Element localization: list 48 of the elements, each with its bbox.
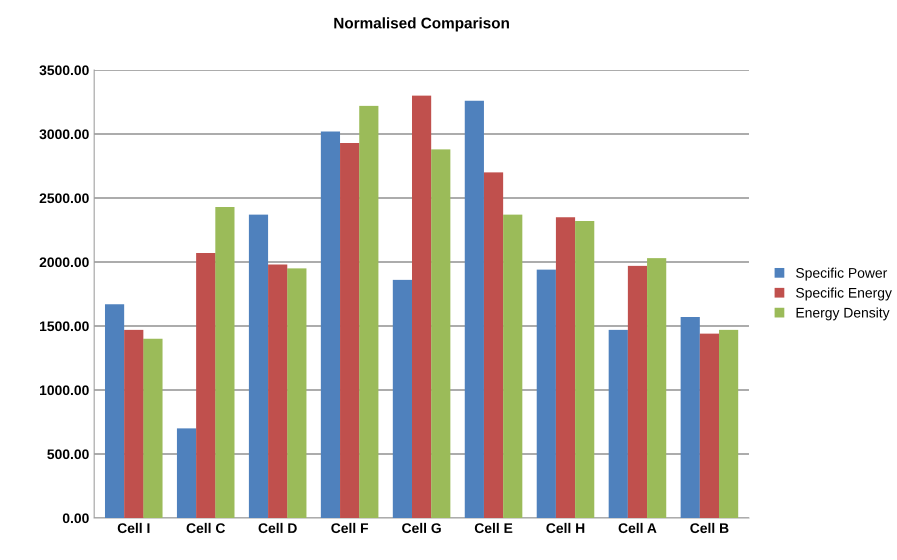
bar: [503, 214, 522, 518]
bar: [124, 330, 144, 518]
bar: [647, 258, 666, 518]
bar: [359, 106, 378, 518]
y-tick-label: 1000.00: [40, 385, 89, 396]
bar: [412, 96, 432, 518]
bar: [176, 428, 196, 518]
bar: [215, 206, 234, 518]
bar: [340, 142, 360, 518]
x-tick-label: Cell I: [118, 522, 150, 534]
bar: [320, 131, 340, 518]
bar: [104, 304, 124, 518]
x-tick-label: Cell G: [402, 522, 441, 534]
bar: [700, 334, 720, 518]
legend-label: Energy Density: [796, 307, 890, 320]
bar: [431, 149, 450, 518]
bar: [556, 217, 576, 518]
x-tick-label: Cell F: [331, 522, 368, 534]
bar: [484, 172, 504, 518]
bar: [196, 253, 216, 518]
x-tick-label: Cell H: [546, 522, 584, 534]
bar: [268, 264, 288, 518]
bar: [536, 270, 556, 518]
y-tick-label: 3500.00: [39, 65, 89, 76]
x-tick-label: Cell C: [186, 522, 226, 534]
bar: [248, 214, 268, 518]
bar: [287, 268, 306, 518]
x-tick-label: Cell A: [618, 522, 657, 534]
bar: [575, 221, 594, 518]
x-tick-label: Cell E: [474, 522, 512, 534]
y-tick-label: 3000.00: [39, 129, 89, 140]
y-tick-label: 0.00: [62, 513, 89, 524]
y-tick-label: 1500.00: [40, 321, 89, 332]
bar: [464, 100, 484, 518]
x-tick-label: Cell B: [690, 522, 728, 534]
bar: [143, 338, 163, 518]
y-tick-label: 500.00: [47, 449, 89, 460]
legend-label: Specific Power: [796, 268, 888, 281]
bar: [719, 330, 738, 518]
chart-title: Normalised Comparison: [334, 17, 509, 32]
legend-label: Specific Energy: [796, 288, 892, 300]
bar: [392, 280, 412, 518]
bar: [680, 317, 700, 518]
bar: [608, 330, 628, 518]
y-tick-label: 2500.00: [40, 193, 89, 204]
bar: [628, 266, 648, 518]
y-tick-label: 2000.00: [40, 257, 89, 268]
x-tick-label: Cell D: [258, 522, 297, 534]
